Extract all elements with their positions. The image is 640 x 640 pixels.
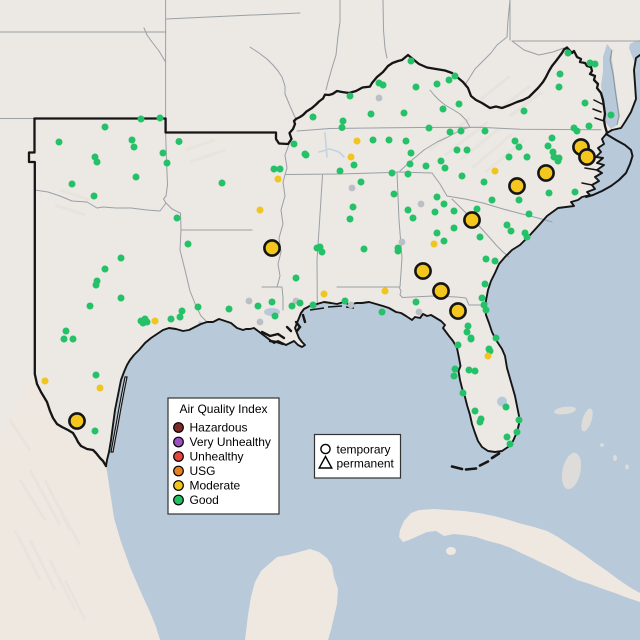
svg-text:USG: USG xyxy=(190,464,216,478)
svg-text:Unhealthy: Unhealthy xyxy=(190,450,244,464)
svg-text:temporary: temporary xyxy=(337,443,391,457)
svg-text:Air Quality Index: Air Quality Index xyxy=(179,402,267,416)
svg-text:Hazardous: Hazardous xyxy=(190,421,248,435)
svg-text:permanent: permanent xyxy=(337,457,395,471)
svg-text:Moderate: Moderate xyxy=(190,479,241,493)
svg-text:Very Unhealthy: Very Unhealthy xyxy=(190,435,271,449)
svg-text:Good: Good xyxy=(190,493,219,507)
